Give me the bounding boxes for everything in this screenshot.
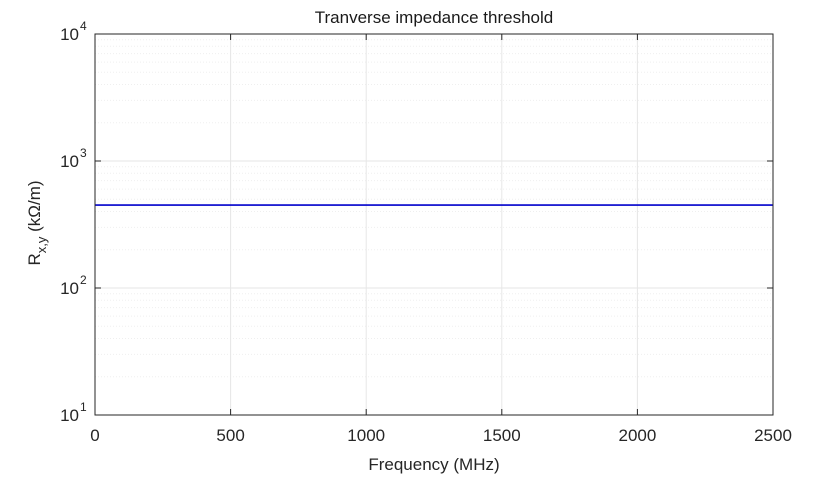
y-tick-label: 10 — [60, 152, 79, 171]
y-tick-exponent: 1 — [80, 400, 87, 414]
x-tick-label: 2500 — [754, 426, 792, 445]
y-tick-base: 10 — [60, 406, 79, 425]
y-axis-label-unit: (kΩ/m) — [25, 180, 44, 236]
x-tick-label: 500 — [216, 426, 244, 445]
y-axis-label: Rx,y (kΩ/m) — [25, 180, 49, 265]
chart-title: Tranverse impedance threshold — [315, 8, 553, 27]
y-axis-label-main: R — [25, 253, 44, 265]
x-axis-label: Frequency (MHz) — [368, 455, 499, 474]
x-tick-label: 0 — [90, 426, 99, 445]
y-axis-label-subscript: x,y — [34, 236, 49, 253]
x-tick-label: 2000 — [618, 426, 656, 445]
y-tick-label: 10 — [60, 406, 79, 425]
y-tick-label: 10 — [60, 25, 79, 44]
y-tick-exponent: 3 — [80, 146, 87, 160]
x-tick-label: 1000 — [347, 426, 385, 445]
grid-layer — [95, 34, 773, 415]
y-tick-base: 10 — [60, 279, 79, 298]
y-tick-base: 10 — [60, 152, 79, 171]
plot-frame — [94, 33, 774, 416]
y-tick-exponent: 2 — [80, 273, 87, 287]
y-tick-base: 10 — [60, 25, 79, 44]
y-tick-label: 10 — [60, 279, 79, 298]
x-tick-label: 1500 — [483, 426, 521, 445]
y-tick-exponent: 4 — [80, 19, 87, 33]
